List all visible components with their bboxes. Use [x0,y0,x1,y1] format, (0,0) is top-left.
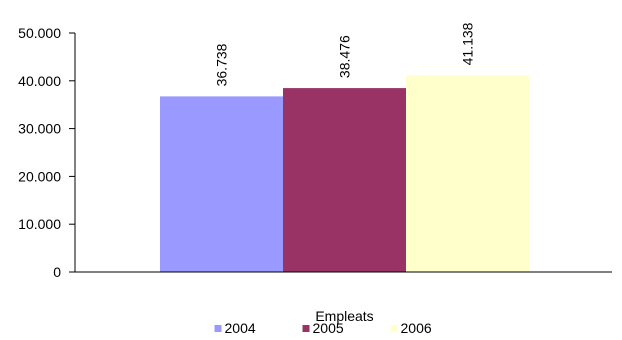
y-tick-label: 10.000 [18,216,61,232]
y-axis: 0 10.000 20.000 30.000 40.000 50.000 [18,25,76,280]
x-axis-category-label: Empleats [315,308,373,324]
bars [160,75,529,273]
legend-label-2005: 2005 [313,320,344,336]
x-axis: Empleats [75,271,612,324]
data-label-2004: 36.738 [214,43,230,86]
bar-2006 [406,75,529,273]
legend-label-2004: 2004 [225,320,256,336]
y-tick-label: 0 [53,264,61,280]
legend-swatch-2005 [302,325,310,332]
bar-2004 [160,96,283,272]
y-tick-label: 20.000 [18,168,61,184]
legend: 2004 2005 2006 [214,320,432,336]
legend-swatch-2006 [390,325,398,332]
data-label-2005: 38.476 [337,35,353,78]
legend-swatch-2004 [214,325,222,332]
y-tick-label: 40.000 [18,73,61,89]
data-labels: 36.738 38.476 41.138 [214,22,476,86]
y-tick-label: 30.000 [18,121,61,137]
bar-2005 [283,88,406,272]
legend-label-2006: 2006 [401,320,432,336]
data-label-2006: 41.138 [460,22,476,65]
y-tick-label: 50.000 [18,25,61,41]
